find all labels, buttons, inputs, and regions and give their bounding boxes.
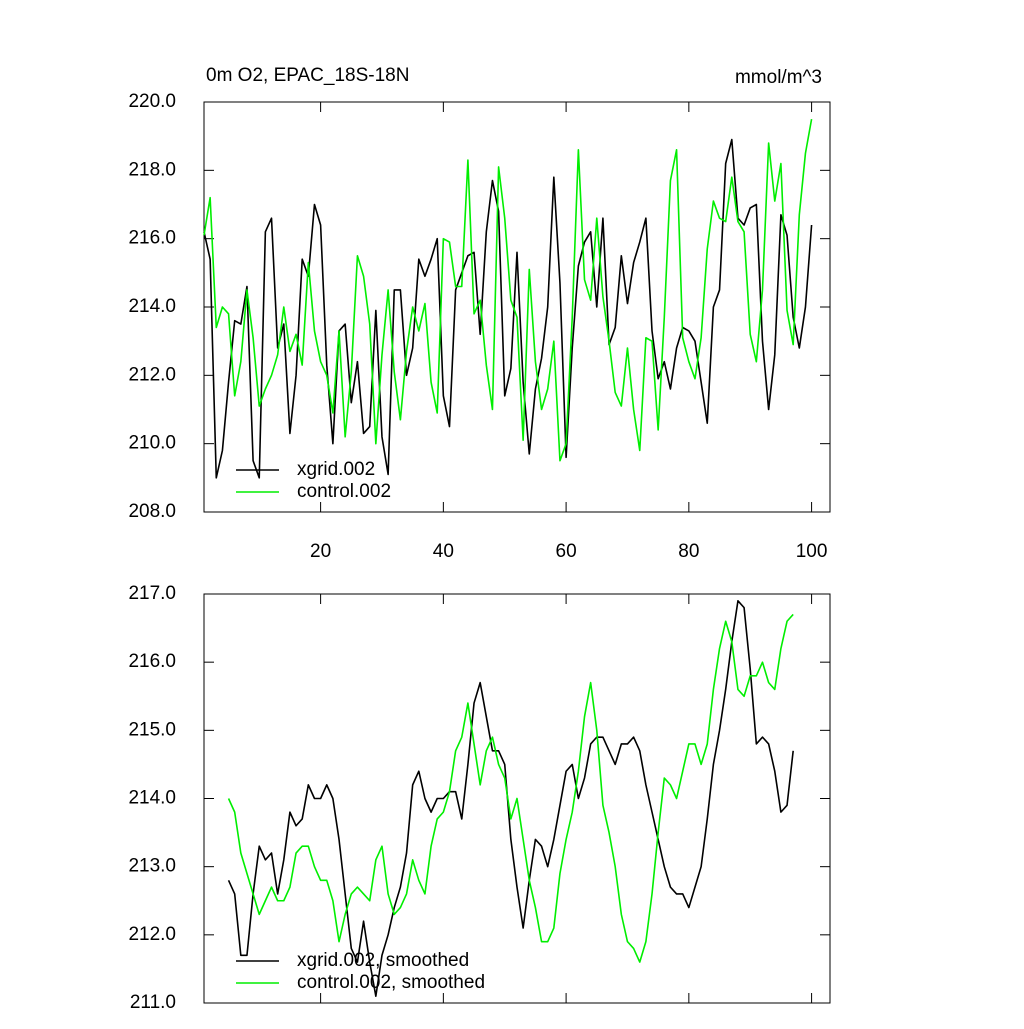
units-label: mmol/m^3 bbox=[735, 67, 822, 88]
legend-label: xgrid.002 bbox=[297, 459, 375, 480]
x-tick-label: 20 bbox=[310, 541, 331, 562]
plot-frame bbox=[203, 101, 831, 513]
y-tick-label: 218.0 bbox=[128, 159, 176, 180]
chart-title: 0m O2, EPAC_18S-18N bbox=[206, 65, 409, 86]
y-tick-label: 211.0 bbox=[130, 992, 176, 1013]
series-line bbox=[203, 138, 813, 479]
y-tick-label: 213.0 bbox=[128, 856, 176, 877]
y-tick-label: 215.0 bbox=[128, 719, 176, 740]
legend-label: xgrid.002, smoothed bbox=[297, 950, 469, 971]
y-tick-label: 220.0 bbox=[128, 91, 176, 112]
series-line bbox=[227, 613, 794, 963]
y-tick-label: 214.0 bbox=[128, 296, 176, 317]
x-tick-label: 40 bbox=[433, 541, 454, 562]
series-line bbox=[203, 118, 813, 462]
series-line bbox=[227, 600, 794, 997]
legend-label: control.002 bbox=[297, 481, 391, 502]
y-tick-label: 212.0 bbox=[128, 364, 176, 385]
y-tick-label: 208.0 bbox=[128, 501, 176, 522]
y-tick-label: 216.0 bbox=[128, 228, 176, 249]
x-tick-label: 60 bbox=[556, 541, 577, 562]
legend-label: control.002, smoothed bbox=[297, 972, 485, 993]
y-tick-label: 214.0 bbox=[128, 788, 176, 809]
x-tick-label: 80 bbox=[678, 541, 699, 562]
y-tick-label: 210.0 bbox=[128, 433, 176, 454]
x-tick-label: 100 bbox=[796, 541, 828, 562]
y-tick-label: 212.0 bbox=[128, 924, 176, 945]
y-tick-label: 216.0 bbox=[128, 651, 176, 672]
y-tick-label: 217.0 bbox=[128, 583, 176, 604]
